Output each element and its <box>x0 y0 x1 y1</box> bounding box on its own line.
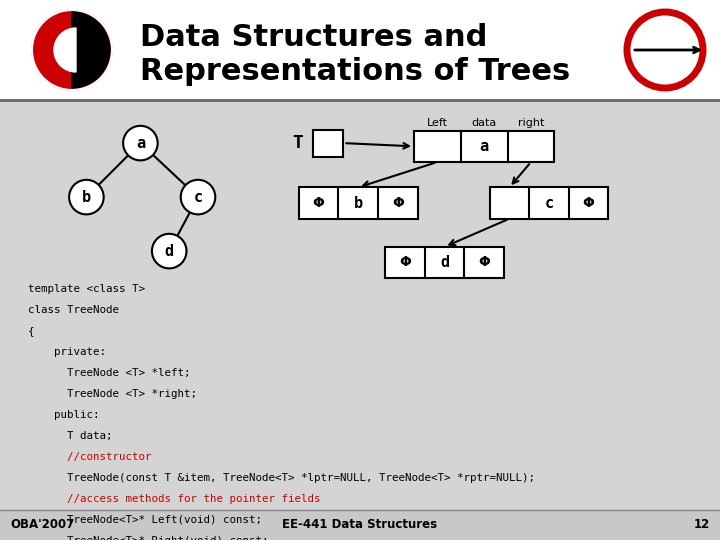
Circle shape <box>181 180 215 214</box>
Text: Representations of Trees: Representations of Trees <box>140 57 570 86</box>
Text: Φ: Φ <box>582 196 595 210</box>
Text: T data;: T data; <box>28 431 112 441</box>
Wedge shape <box>72 12 110 88</box>
Text: d: d <box>165 244 174 259</box>
Circle shape <box>635 20 695 80</box>
Circle shape <box>123 126 158 160</box>
Text: Φ: Φ <box>399 255 411 269</box>
Bar <box>299 187 418 219</box>
Bar <box>414 131 554 162</box>
Text: private:: private: <box>28 347 106 357</box>
Text: a: a <box>136 136 145 151</box>
Text: class TreeNode: class TreeNode <box>28 305 119 315</box>
Text: TreeNode<T>* Left(void) const;: TreeNode<T>* Left(void) const; <box>28 515 262 525</box>
Text: Φ: Φ <box>312 196 325 210</box>
Text: Φ: Φ <box>478 255 490 269</box>
Text: template <class T>: template <class T> <box>28 284 145 294</box>
Text: {: { <box>28 326 35 336</box>
Text: Data Structures and: Data Structures and <box>140 24 487 52</box>
Text: TreeNode(const T &item, TreeNode<T> *lptr=NULL, TreeNode<T> *rptr=NULL);: TreeNode(const T &item, TreeNode<T> *lpt… <box>28 473 535 483</box>
Bar <box>490 187 608 219</box>
Text: TreeNode <T> *right;: TreeNode <T> *right; <box>28 389 197 399</box>
Text: //constructor: //constructor <box>28 452 151 462</box>
Bar <box>0 0 720 100</box>
Wedge shape <box>54 28 76 72</box>
Text: OBA'2007: OBA'2007 <box>10 518 74 531</box>
Text: c: c <box>194 190 202 205</box>
Circle shape <box>69 180 104 214</box>
Text: 12: 12 <box>694 518 710 531</box>
Text: T: T <box>292 134 302 152</box>
Text: Φ: Φ <box>392 196 404 210</box>
Text: right: right <box>518 118 544 127</box>
Text: public:: public: <box>28 410 99 420</box>
Text: EE-441 Data Structures: EE-441 Data Structures <box>282 518 438 531</box>
Text: c: c <box>544 195 554 211</box>
Text: b: b <box>82 190 91 205</box>
Circle shape <box>152 234 186 268</box>
Text: TreeNode<T>* Right(void) const;: TreeNode<T>* Right(void) const; <box>28 536 269 540</box>
Bar <box>385 247 504 278</box>
Text: a: a <box>480 139 489 154</box>
Text: b: b <box>354 195 363 211</box>
Circle shape <box>32 10 112 90</box>
Bar <box>313 130 343 157</box>
Text: d: d <box>440 255 449 270</box>
Text: data: data <box>472 118 497 127</box>
Text: //access methods for the pointer fields: //access methods for the pointer fields <box>28 494 320 504</box>
Text: TreeNode <T> *left;: TreeNode <T> *left; <box>28 368 191 378</box>
Text: Left: Left <box>427 118 448 127</box>
Bar <box>0 510 720 540</box>
